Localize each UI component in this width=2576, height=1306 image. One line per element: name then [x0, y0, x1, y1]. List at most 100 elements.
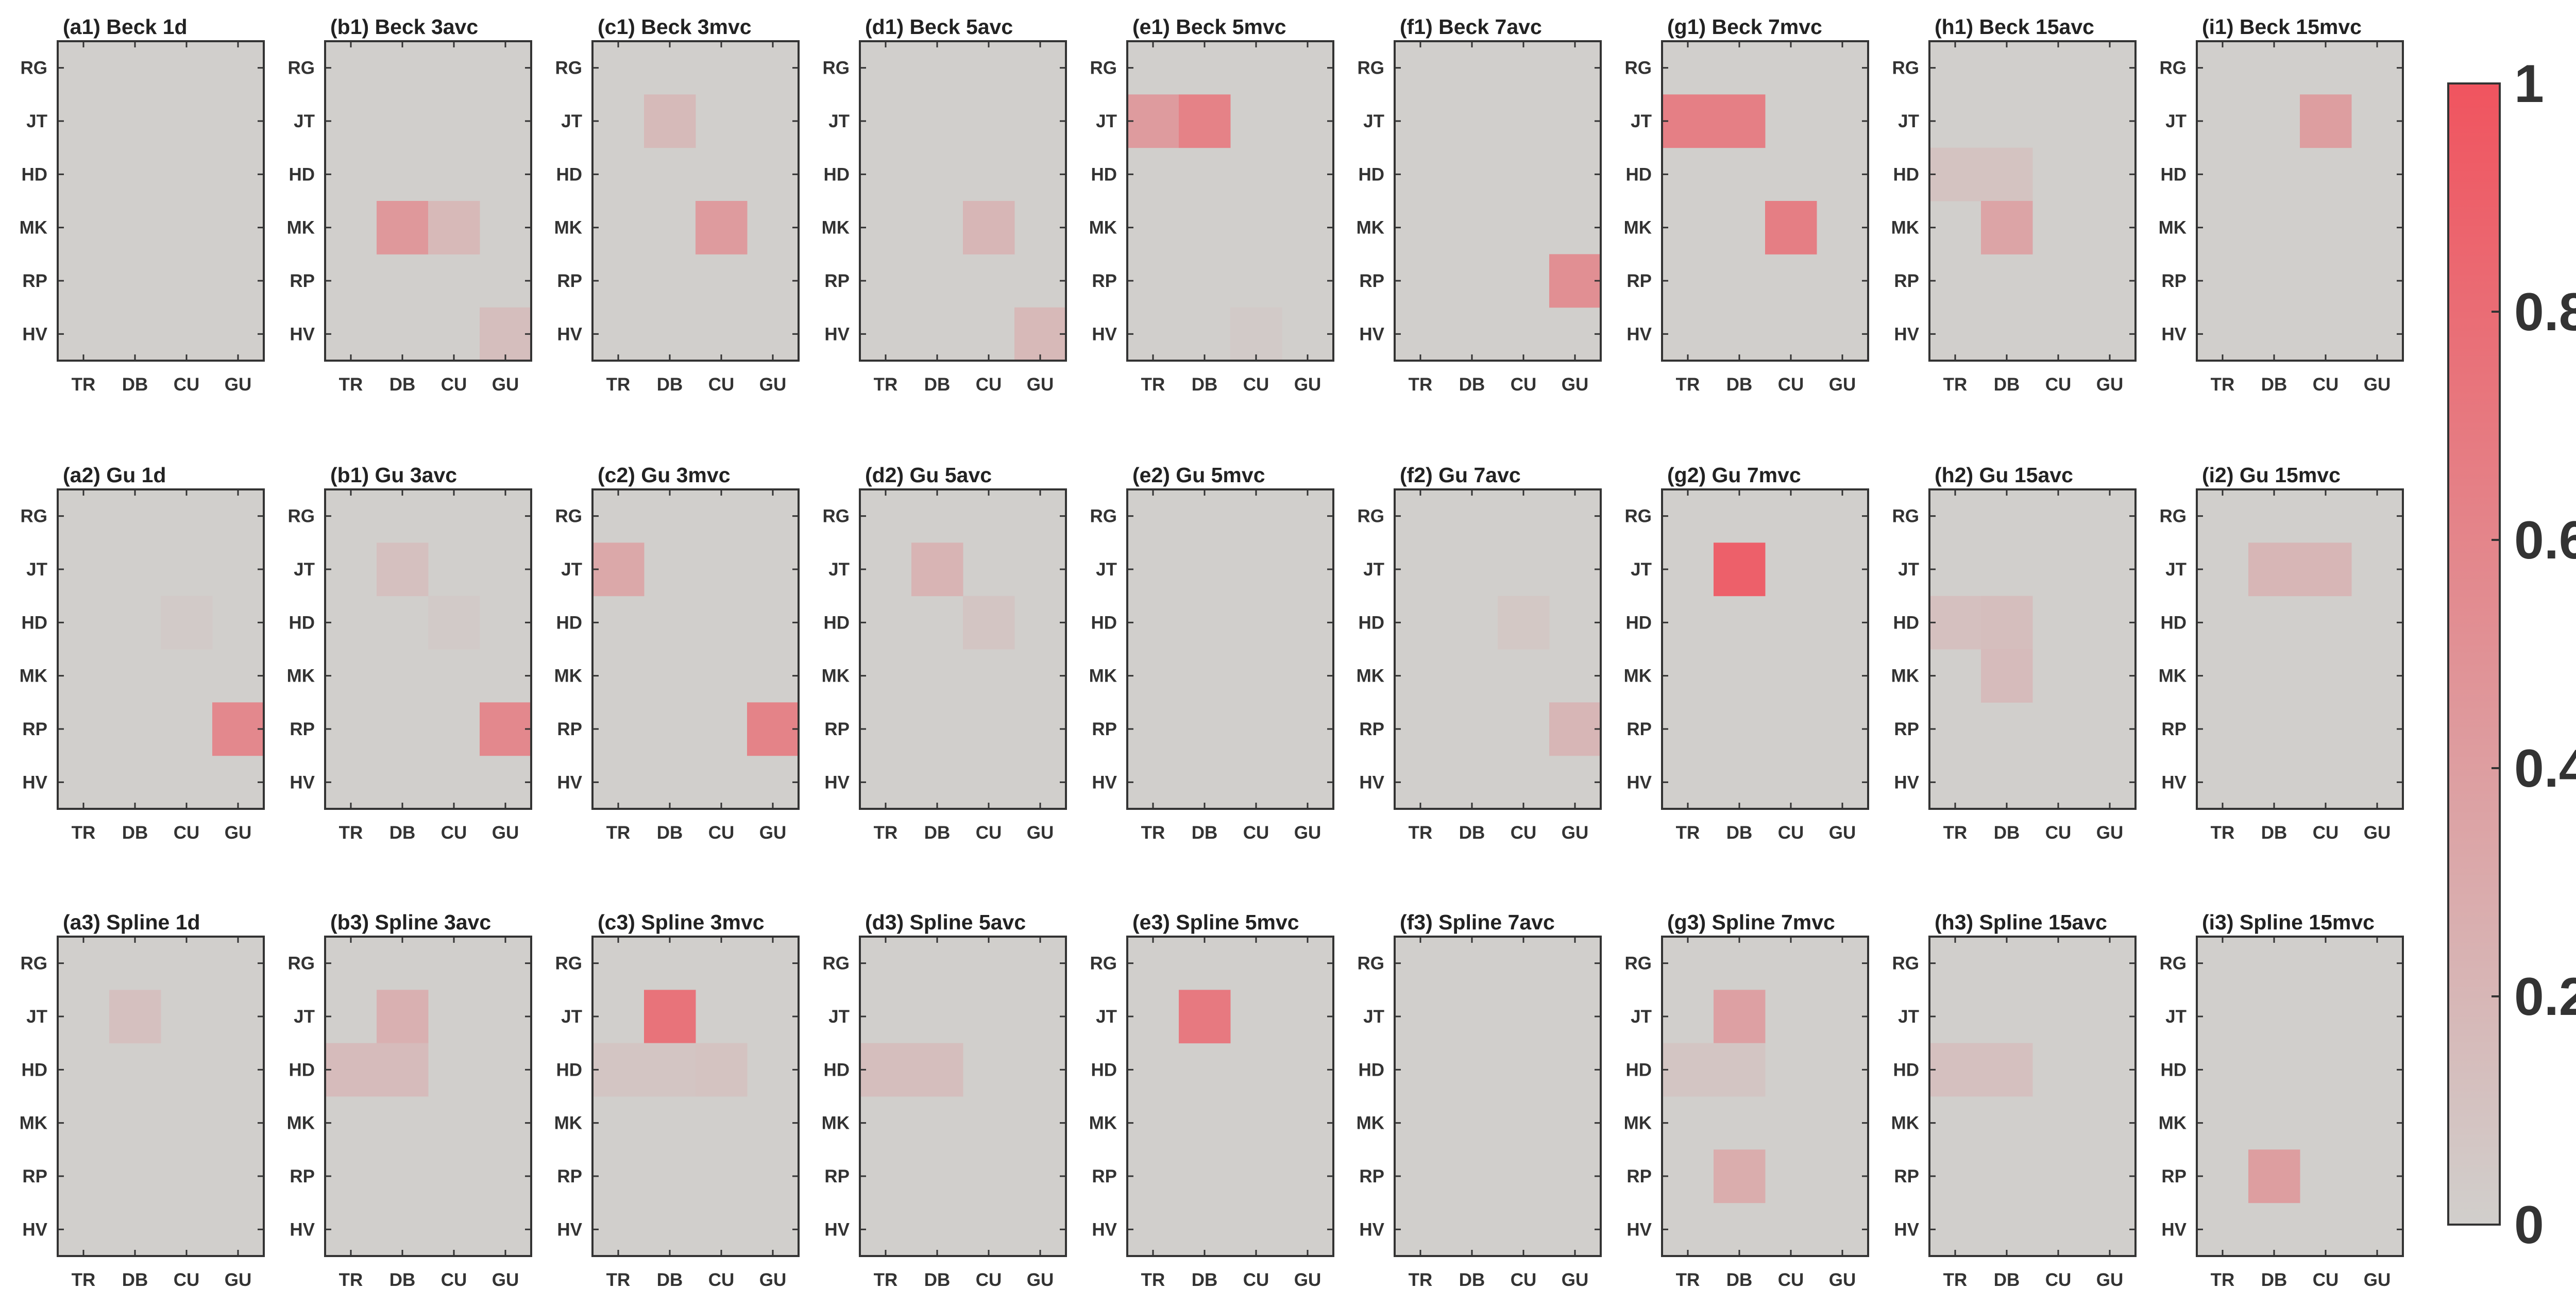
- y-tick-label: RG: [823, 58, 850, 78]
- heatmap-cell: [480, 307, 532, 361]
- axes-frame: [57, 40, 265, 362]
- heatmap-panel: (b1) Gu 3avc RG JT HD MK RP HV TR DB CU GU: [287, 463, 532, 843]
- heatmap-panel: (b3) Spline 3avc RG JT HD MK RP HV TR DB CU GU: [287, 910, 532, 1290]
- axes-frame: [2196, 936, 2404, 1257]
- panel-title: (b1) Beck 3avc: [330, 15, 478, 39]
- x-tick-label: CU: [174, 823, 200, 843]
- x-tick-label: DB: [1994, 823, 2020, 843]
- heatmap-panel: (f2) Gu 7avc RG JT HD MK RP HV TR DB CU GU: [1357, 463, 1602, 843]
- y-tick-label: RG: [1358, 506, 1385, 527]
- y-tick-label: MK: [554, 218, 582, 238]
- heatmap-cell: [747, 702, 799, 756]
- y-tick-label: HV: [2161, 1219, 2187, 1240]
- heatmap-cell: [644, 94, 696, 148]
- x-tick-label: GU: [1829, 375, 1856, 395]
- x-tick-label: CU: [2313, 1270, 2339, 1290]
- axes-frame: [57, 936, 265, 1257]
- y-tick-label: HV: [22, 1219, 47, 1240]
- y-tick-label: MK: [1891, 218, 1919, 238]
- x-tick-label: TR: [72, 823, 96, 843]
- y-tick-label: RP: [557, 271, 582, 291]
- x-tick-label: CU: [708, 823, 735, 843]
- y-tick-label: MK: [20, 1113, 47, 1133]
- y-tick-label: MK: [1089, 1113, 1117, 1133]
- heatmap-cell: [1981, 147, 2033, 201]
- y-tick-label: JT: [1631, 559, 1652, 580]
- x-tick-label: GU: [2364, 823, 2391, 843]
- y-tick-label: HD: [1091, 1060, 1117, 1080]
- x-tick-label: CU: [1243, 375, 1269, 395]
- axes-frame: [1394, 936, 1602, 1257]
- axes-frame: [1126, 488, 1334, 810]
- heatmap-cell: [1549, 254, 1601, 308]
- plot-area: [1395, 41, 1601, 361]
- y-tick-label: RP: [1894, 271, 1919, 291]
- x-tick-label: DB: [389, 823, 416, 843]
- heatmap-panel: (f3) Spline 7avc RG JT HD MK RP HV TR DB CU GU: [1357, 910, 1602, 1290]
- y-tick-label: HV: [1894, 772, 1919, 792]
- x-tick-label: TR: [1943, 375, 1968, 395]
- x-tick-label: TR: [1409, 823, 1433, 843]
- x-tick-label: CU: [2045, 823, 2072, 843]
- panel-title: (d3) Spline 5avc: [865, 910, 1026, 934]
- y-tick-label: JT: [1363, 111, 1384, 131]
- heatmap-cell: [1127, 94, 1179, 148]
- y-tick-label: HD: [556, 613, 582, 633]
- heatmap-cell: [1929, 1043, 1981, 1097]
- x-tick-label: TR: [1676, 823, 1700, 843]
- heatmap-cell: [1714, 1043, 1766, 1097]
- x-tick-label: DB: [1459, 823, 1485, 843]
- x-tick-label: GU: [759, 823, 787, 843]
- y-tick-label: HV: [557, 1219, 582, 1240]
- y-tick-label: JT: [26, 1007, 47, 1027]
- y-tick-label: RG: [1625, 58, 1652, 78]
- x-tick-label: GU: [492, 823, 519, 843]
- y-tick-label: HV: [557, 324, 582, 344]
- heatmap-cell: [1929, 147, 1981, 201]
- y-tick-label: MK: [822, 218, 850, 238]
- y-tick-label: RP: [1626, 719, 1652, 739]
- y-tick-label: HD: [1358, 613, 1384, 633]
- y-tick-label: MK: [20, 666, 47, 686]
- y-tick-label: RP: [1092, 271, 1117, 291]
- heatmap-cell: [428, 596, 480, 650]
- y-tick-label: HD: [823, 1060, 850, 1080]
- x-tick-label: GU: [1027, 375, 1054, 395]
- panel-title: (b1) Gu 3avc: [330, 463, 457, 487]
- x-tick-label: DB: [657, 823, 683, 843]
- x-tick-label: DB: [924, 1270, 951, 1290]
- y-tick-label: JT: [26, 559, 47, 580]
- y-tick-label: RP: [824, 1166, 850, 1186]
- y-tick-label: RP: [1894, 1166, 1919, 1186]
- y-tick-label: HV: [824, 772, 850, 792]
- x-tick-label: DB: [1726, 375, 1753, 395]
- y-tick-label: HD: [21, 1060, 47, 1080]
- x-tick-label: CU: [976, 375, 1002, 395]
- x-tick-label: TR: [874, 1270, 898, 1290]
- y-tick-label: HV: [1359, 1219, 1384, 1240]
- y-tick-label: JT: [26, 111, 47, 131]
- x-tick-label: TR: [339, 823, 363, 843]
- y-tick-label: RP: [1359, 719, 1384, 739]
- y-tick-label: HD: [1893, 613, 1919, 633]
- heatmap-cell: [1981, 1043, 2033, 1097]
- y-tick-label: RG: [288, 506, 315, 527]
- y-tick-label: MK: [1357, 218, 1384, 238]
- axes-frame: [859, 40, 1067, 362]
- axes-frame: [1928, 488, 2137, 810]
- panel-title: (b3) Spline 3avc: [330, 910, 491, 934]
- y-tick-label: MK: [287, 666, 315, 686]
- y-tick-label: JT: [561, 111, 582, 131]
- axes-frame: [324, 40, 532, 362]
- x-tick-label: TR: [339, 375, 363, 395]
- y-tick-label: RP: [22, 719, 47, 739]
- x-tick-label: TR: [72, 1270, 96, 1290]
- x-tick-label: CU: [1243, 1270, 1269, 1290]
- plot-area: [58, 937, 264, 1256]
- axes-frame: [1126, 40, 1334, 362]
- heatmap-panel: (d1) Beck 5avc RG JT HD MK RP HV TR DB CU GU: [822, 15, 1067, 395]
- x-tick-label: CU: [1511, 375, 1537, 395]
- panel-title: (h3) Spline 15avc: [1935, 910, 2107, 934]
- x-tick-label: DB: [1994, 375, 2020, 395]
- x-tick-label: DB: [1192, 1270, 1218, 1290]
